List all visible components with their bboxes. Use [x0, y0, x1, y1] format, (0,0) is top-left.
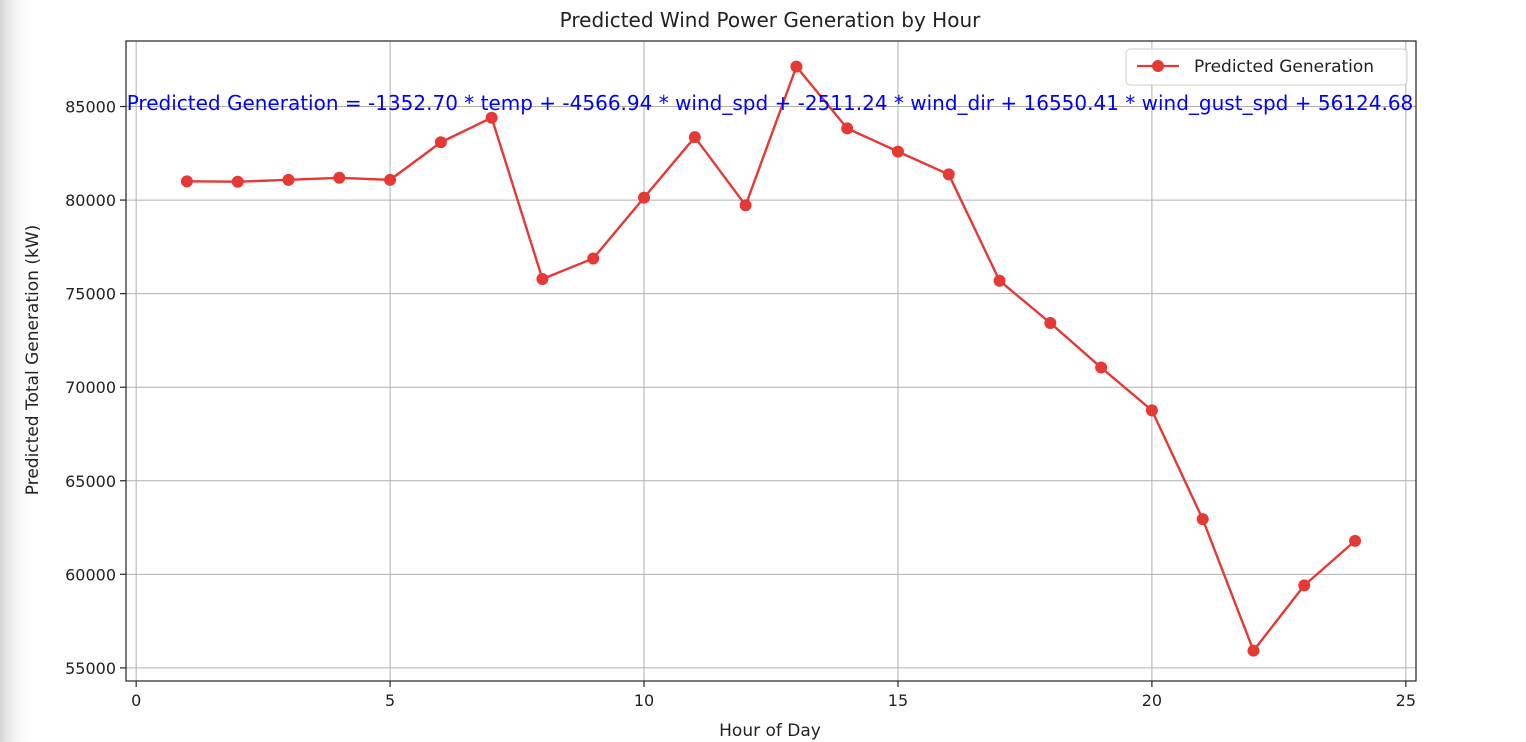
data-point — [942, 168, 955, 181]
y-tick-label: 55000 — [65, 659, 116, 678]
data-point — [1298, 579, 1311, 592]
data-point — [739, 199, 752, 212]
y-tick-label: 60000 — [65, 565, 116, 584]
regression-equation-annotation: Predicted Generation = -1352.70 * temp +… — [127, 91, 1414, 115]
data-point — [485, 111, 498, 124]
grid-layer — [126, 41, 1416, 681]
data-point — [1044, 317, 1057, 330]
series-line — [186, 65, 1356, 652]
data-point — [1247, 644, 1260, 657]
data-point — [790, 60, 803, 73]
x-tick-label: 5 — [385, 691, 395, 710]
data-point — [282, 173, 295, 186]
y-tick-label: 75000 — [65, 285, 116, 304]
chart-title: Predicted Wind Power Generation by Hour — [560, 8, 981, 32]
x-tick-label: 0 — [131, 691, 141, 710]
data-point — [993, 274, 1006, 287]
legend: Predicted Generation — [1125, 48, 1408, 86]
y-tick-label: 80000 — [65, 191, 116, 210]
data-point — [1349, 534, 1362, 547]
tick-layer: 0 5 10 15 20 25 55000 60000 65000 70000 75000 80000… — [65, 97, 1416, 710]
legend-box — [1125, 48, 1408, 86]
x-tick-label: 25 — [1396, 691, 1416, 710]
data-point — [231, 175, 244, 188]
plot-frame — [125, 40, 1417, 682]
legend-marker-swatch — [1152, 60, 1164, 72]
series-layer — [180, 60, 1362, 657]
data-point — [638, 191, 651, 204]
data-point — [841, 122, 854, 135]
data-point — [333, 171, 346, 184]
data-point — [891, 145, 904, 158]
y-tick-label: 85000 — [65, 97, 116, 116]
data-point — [587, 252, 600, 265]
data-point — [688, 131, 701, 144]
data-point — [434, 136, 447, 149]
data-point — [384, 173, 397, 186]
data-point — [1196, 513, 1209, 526]
legend-label: Predicted Generation — [1194, 57, 1374, 77]
data-point — [1095, 361, 1108, 374]
y-axis-label: Predicted Total Generation (kW) — [23, 225, 43, 495]
y-tick-label: 70000 — [65, 378, 116, 397]
data-point — [536, 273, 549, 286]
x-tick-label: 10 — [634, 691, 654, 710]
data-point — [1145, 404, 1158, 417]
data-point — [180, 175, 193, 188]
x-tick-label: 20 — [1142, 691, 1162, 710]
x-axis-label: Hour of Day — [719, 721, 821, 741]
x-tick-label: 15 — [888, 691, 908, 710]
y-tick-label: 65000 — [65, 472, 116, 491]
